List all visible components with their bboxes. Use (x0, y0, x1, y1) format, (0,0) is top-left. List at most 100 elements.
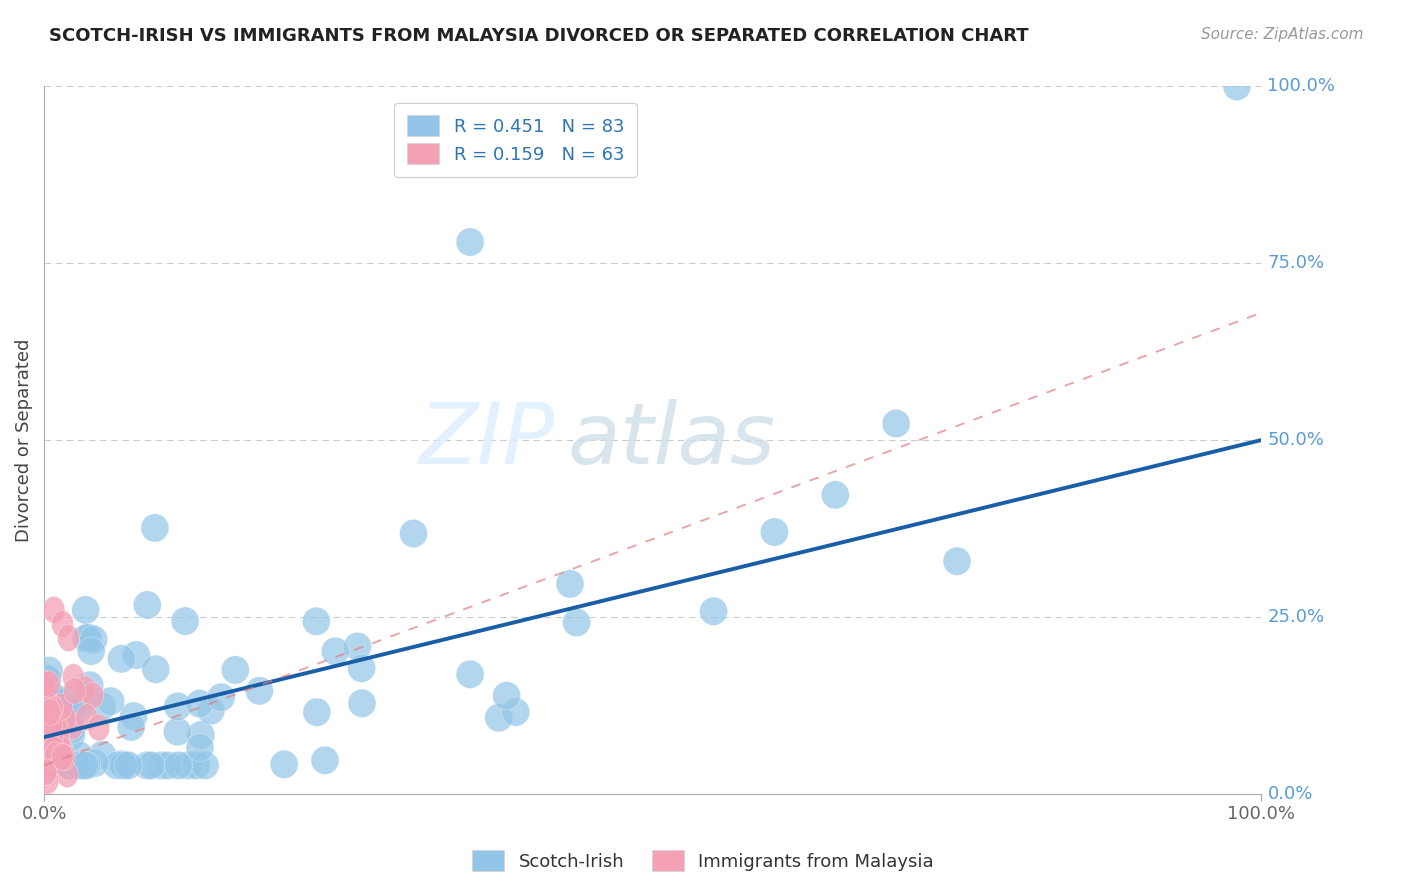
Ellipse shape (34, 716, 55, 743)
Ellipse shape (183, 751, 211, 780)
Ellipse shape (34, 733, 56, 761)
Ellipse shape (35, 701, 58, 729)
Ellipse shape (76, 671, 104, 699)
Ellipse shape (165, 751, 193, 780)
Ellipse shape (343, 632, 371, 661)
Ellipse shape (502, 698, 530, 726)
Ellipse shape (55, 705, 76, 732)
Ellipse shape (555, 570, 583, 598)
Ellipse shape (44, 690, 72, 718)
Ellipse shape (34, 711, 56, 739)
Ellipse shape (456, 660, 484, 689)
Ellipse shape (35, 744, 58, 772)
Ellipse shape (37, 712, 59, 739)
Ellipse shape (148, 751, 176, 780)
Ellipse shape (77, 637, 105, 665)
Ellipse shape (35, 708, 56, 735)
Text: atlas: atlas (568, 399, 776, 482)
Ellipse shape (42, 739, 65, 765)
Ellipse shape (34, 688, 55, 714)
Ellipse shape (120, 702, 148, 731)
Ellipse shape (122, 640, 150, 669)
Ellipse shape (174, 751, 202, 780)
Ellipse shape (163, 692, 191, 721)
Ellipse shape (34, 665, 62, 693)
Ellipse shape (221, 656, 249, 684)
Ellipse shape (38, 671, 60, 698)
Ellipse shape (67, 751, 96, 780)
Ellipse shape (134, 591, 162, 619)
Ellipse shape (34, 744, 56, 771)
Ellipse shape (349, 690, 375, 717)
Ellipse shape (37, 732, 58, 759)
Ellipse shape (56, 685, 84, 714)
Ellipse shape (34, 738, 56, 765)
Ellipse shape (39, 717, 60, 744)
Ellipse shape (56, 751, 84, 780)
Ellipse shape (37, 767, 59, 794)
Ellipse shape (53, 744, 76, 771)
Ellipse shape (38, 702, 59, 729)
Ellipse shape (103, 751, 131, 780)
Ellipse shape (58, 715, 86, 744)
Ellipse shape (89, 692, 117, 721)
Legend: R = 0.451   N = 83, R = 0.159   N = 63: R = 0.451 N = 83, R = 0.159 N = 63 (394, 103, 637, 177)
Ellipse shape (72, 624, 100, 652)
Ellipse shape (492, 681, 520, 710)
Ellipse shape (700, 597, 727, 625)
Text: Source: ZipAtlas.com: Source: ZipAtlas.com (1201, 27, 1364, 42)
Ellipse shape (163, 717, 191, 746)
Ellipse shape (41, 712, 62, 739)
Ellipse shape (34, 714, 55, 740)
Ellipse shape (186, 690, 214, 718)
Ellipse shape (270, 750, 298, 779)
Ellipse shape (35, 759, 58, 786)
Ellipse shape (45, 742, 66, 769)
Ellipse shape (49, 730, 70, 756)
Ellipse shape (76, 704, 97, 731)
Ellipse shape (114, 751, 142, 780)
Ellipse shape (821, 481, 849, 509)
Ellipse shape (44, 597, 65, 624)
Ellipse shape (34, 712, 56, 739)
Ellipse shape (110, 751, 138, 780)
Ellipse shape (73, 751, 101, 780)
Ellipse shape (207, 683, 235, 712)
Ellipse shape (72, 596, 100, 624)
Ellipse shape (82, 749, 110, 777)
Ellipse shape (141, 514, 169, 542)
Ellipse shape (1223, 72, 1251, 101)
Text: 25.0%: 25.0% (1267, 607, 1324, 626)
Ellipse shape (943, 547, 972, 575)
Ellipse shape (35, 733, 58, 760)
Ellipse shape (42, 728, 65, 755)
Ellipse shape (322, 637, 349, 665)
Ellipse shape (153, 751, 181, 780)
Ellipse shape (58, 624, 79, 651)
Ellipse shape (62, 664, 84, 690)
Ellipse shape (34, 665, 62, 694)
Ellipse shape (51, 733, 72, 761)
Text: 100.0%: 100.0% (1267, 78, 1336, 95)
Ellipse shape (39, 698, 60, 725)
Ellipse shape (70, 751, 98, 780)
Ellipse shape (34, 673, 60, 702)
Ellipse shape (75, 676, 96, 703)
Ellipse shape (58, 722, 86, 750)
Ellipse shape (32, 751, 60, 780)
Ellipse shape (197, 697, 225, 724)
Ellipse shape (37, 722, 58, 748)
Ellipse shape (37, 738, 59, 764)
Ellipse shape (136, 751, 165, 780)
Text: SCOTCH-IRISH VS IMMIGRANTS FROM MALAYSIA DIVORCED OR SEPARATED CORRELATION CHART: SCOTCH-IRISH VS IMMIGRANTS FROM MALAYSIA… (49, 27, 1029, 45)
Ellipse shape (39, 749, 60, 777)
Ellipse shape (45, 709, 67, 736)
Text: 50.0%: 50.0% (1267, 431, 1324, 449)
Ellipse shape (34, 722, 55, 748)
Ellipse shape (52, 610, 73, 638)
Ellipse shape (41, 695, 63, 722)
Ellipse shape (89, 740, 117, 769)
Ellipse shape (186, 733, 214, 762)
Ellipse shape (347, 654, 375, 682)
Ellipse shape (46, 724, 67, 751)
